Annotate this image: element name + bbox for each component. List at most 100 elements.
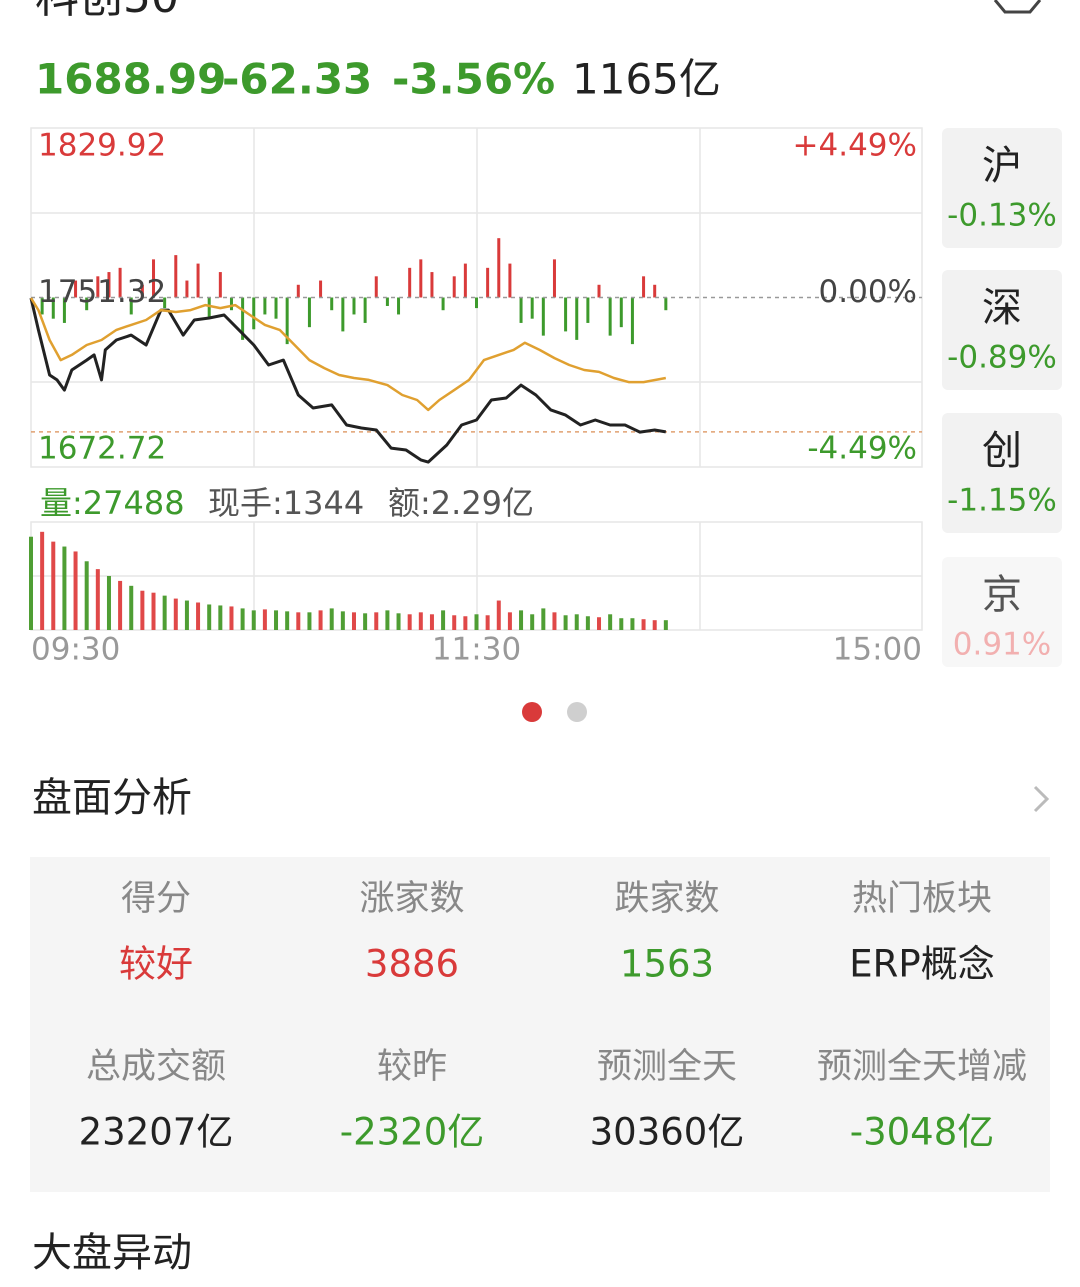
market-tab[interactable] [942,413,1062,533]
page-dot[interactable] [567,702,587,722]
volume-bar [340,611,345,630]
volume-bar [51,541,56,630]
market-tab[interactable] [942,557,1062,667]
market-change: -0.13% [947,198,1057,234]
breadth-bar [452,276,456,298]
breadth-bar [263,297,267,315]
volume-bar [519,610,524,630]
breadth-bar [74,280,78,298]
volume-bar [351,612,356,630]
breadth-bar [642,276,646,298]
section-title: 盘面分析 [32,775,192,821]
volume-bar [418,612,423,630]
price-line [29,297,667,464]
volume-bar [385,610,390,630]
stat-value: -3048亿 [850,1111,995,1154]
breadth-bar [430,272,434,298]
stat-label: 热门板块 [852,879,992,919]
breadth-bar [374,276,378,298]
breadth-bar [129,297,133,315]
volume-bar [608,614,613,630]
stat-label: 预测全天增减 [817,1047,1027,1087]
page-dot-active[interactable] [522,702,542,722]
volume-stat: 现手:1344 [208,484,364,522]
quote-change: -62.33 [222,55,372,104]
volume-bar [619,618,624,630]
section-title: 大盘异动 [32,1230,192,1276]
stat-value: 较好 [119,943,193,986]
average-line [29,297,667,412]
volume-bar [563,615,568,630]
breadth-bar [241,297,245,340]
stat-label: 跌家数 [614,879,719,919]
volume-bar [474,614,479,630]
market-name: 创 [982,428,1022,474]
market-tab[interactable] [942,270,1062,390]
volume-bar [452,615,457,630]
breadth-bar [196,263,200,298]
volume-bar [274,610,279,630]
breadth-bar [252,297,256,330]
breadth-bar [519,297,523,323]
volume-bar [196,602,201,630]
market-tab[interactable] [942,128,1062,248]
breadth-bar [619,297,623,328]
volume-bar [29,536,33,630]
settings-icon[interactable] [993,0,1042,14]
y-tick-label: 1829.92 [38,128,166,164]
pct-label: +4.49% [793,128,917,164]
volume-bar [441,610,446,630]
quote-price: 1688.99 [35,55,226,104]
breadth-bar [664,297,668,311]
volume-bar [240,608,245,630]
breadth-bar [107,272,111,298]
stat-value: 30360亿 [590,1111,745,1154]
market-name: 深 [982,285,1022,331]
volume-bar [363,613,368,630]
volume-bar [140,590,145,630]
volume-bar [285,611,290,630]
stat-value: ERP概念 [849,943,994,986]
volume-bar [229,606,234,630]
volume-bar [118,580,123,630]
volume-bar [463,616,468,630]
breadth-bar [218,272,222,298]
breadth-bar [140,284,144,298]
volume-bar [585,616,590,630]
volume-bar [407,614,412,630]
breadth-bar [207,297,211,319]
breadth-bar [564,297,568,332]
volume-bar [129,585,134,630]
stat-value: 3886 [365,943,459,986]
breadth-bar [441,297,445,311]
breadth-bar [285,297,289,345]
volume-bar [151,592,156,630]
volume-bar [251,610,256,630]
volume-bar [507,612,512,630]
breadth-bar [608,297,612,336]
volume-bar [84,561,89,630]
stat-value: 23207亿 [79,1111,234,1154]
x-tick-label: 15:00 [833,632,922,668]
breadth-bar [163,297,167,309]
breadth-bar [96,276,100,298]
breadth-bar [274,297,278,319]
volume-bar [106,576,111,630]
volume-bar [485,615,490,630]
y-tick-label: 1672.72 [38,431,166,467]
volume-bar [496,600,501,630]
breadth-bar [118,267,122,298]
breadth-bar [40,297,44,315]
stat-label: 较昨 [377,1047,447,1087]
breadth-bar [630,297,634,345]
breadth-bar [475,297,478,309]
chevron[interactable] [1033,785,1050,813]
volume-bar [530,614,535,630]
breadth-bar [508,263,512,298]
volume-bar [184,600,189,630]
stat-label: 涨家数 [359,879,464,919]
breadth-bar [408,267,412,298]
breadth-bar [229,297,233,311]
